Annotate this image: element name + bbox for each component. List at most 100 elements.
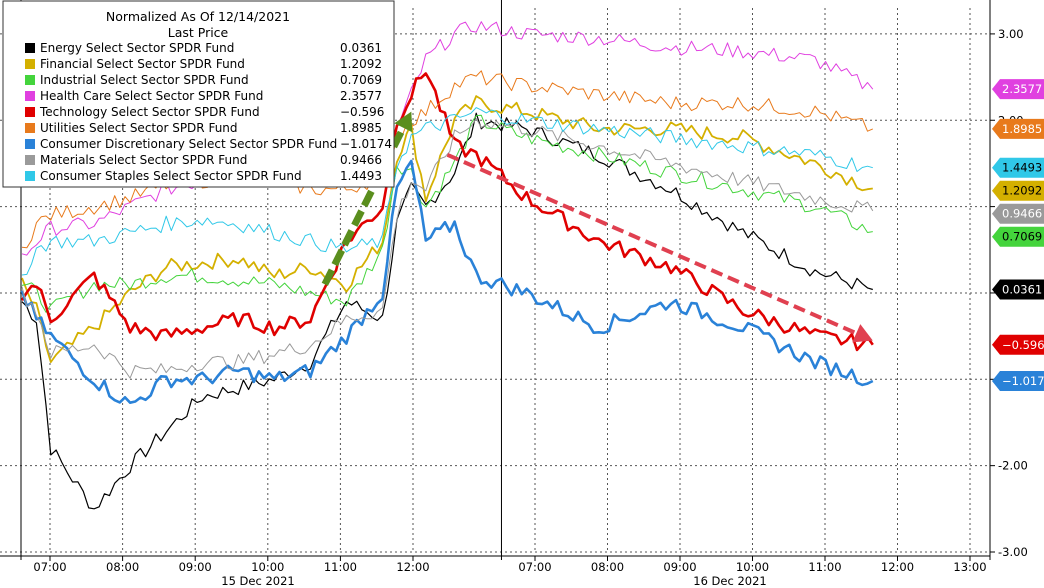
legend-items: Energy Select Sector SPDR Fund 0.0361 Fina… (25, 41, 392, 183)
last-price-tag (992, 118, 1044, 139)
legend-swatch (25, 155, 35, 165)
x-tick-label: 10:00 (736, 560, 769, 574)
legend-swatch (25, 75, 35, 85)
x-tick-label: 07:00 (33, 560, 66, 574)
legend-swatch (25, 43, 35, 53)
series-line-consumer-discretionary-select-sector-spdr-fund (20, 159, 874, 405)
legend-swatch (25, 107, 35, 117)
y-tick-label: -3.00 (998, 545, 1028, 559)
x-tick-label: 08:00 (106, 560, 139, 574)
legend-value: −0.596 (340, 105, 384, 119)
x-tick-label: 09:00 (663, 560, 696, 574)
last-price-tag (992, 226, 1044, 247)
last-price-tag (992, 371, 1044, 392)
legend-label: Health Care Select Sector SPDR Fund (40, 89, 263, 103)
legend-label: Consumer Discretionary Select Sector SPD… (40, 137, 337, 151)
last-price-label-consumer-staples-select-sector-spdr-fund: 1.4493 (992, 157, 1044, 178)
legend-item-utilities-select-sector-spdr-fund: Utilities Select Sector SPDR Fund 1.8985 (25, 121, 382, 135)
x-tick-label: 12:00 (881, 560, 914, 574)
legend-item-technology-select-sector-spdr-fund: Technology Select Sector SPDR Fund −0.596 (25, 105, 384, 119)
series-line-industrial-select-sector-spdr-fund (21, 114, 873, 313)
x-tick-label: 07:00 (518, 560, 551, 574)
series-line-consumer-staples-select-sector-spdr-fund (21, 107, 873, 276)
legend-value: 0.0361 (340, 41, 382, 55)
legend-label: Financial Select Sector SPDR Fund (40, 57, 245, 71)
last-price-tag (992, 279, 1044, 300)
series-lines (20, 21, 874, 510)
last-price-value: 0.7069 (1002, 230, 1042, 244)
legend-swatch (25, 59, 35, 69)
last-price-tag (992, 157, 1044, 178)
trend-arrow-head (394, 111, 413, 133)
series-line-technology-select-sector-spdr-fund (20, 72, 874, 352)
last-price-value: 2.3577 (1002, 82, 1042, 96)
trend-arrow-head (852, 324, 873, 343)
last-price-label-utilities-select-sector-spdr-fund: 1.8985 (992, 118, 1044, 139)
last-price-tag (992, 334, 1044, 355)
x-tick-label: 12:00 (396, 560, 429, 574)
legend-item-consumer-staples-select-sector-spdr-fund: Consumer Staples Select Sector SPDR Fund… (25, 169, 382, 183)
legend-box (2, 0, 395, 188)
chart-title: Normalized As Of 12/14/2021 (106, 9, 290, 24)
legend-label: Materials Select Sector SPDR Fund (40, 153, 247, 167)
legend-item-health-care-select-sector-spdr-fund: Health Care Select Sector SPDR Fund 2.357… (25, 89, 382, 103)
legend-label: Consumer Staples Select Sector SPDR Fund (40, 169, 302, 183)
series-line-materials-select-sector-spdr-fund (21, 118, 874, 379)
last-price-value: −0.596 (1002, 338, 1044, 352)
last-price-label-materials-select-sector-spdr-fund: 0.9466 (992, 203, 1044, 224)
last-price-value: −1.0174 (1002, 374, 1044, 388)
x-tick-label: 10:00 (251, 560, 284, 574)
series-line-financial-select-sector-spdr-fund (21, 95, 873, 364)
x-tick-label: 13:00 (953, 560, 986, 574)
legend-label: Utilities Select Sector SPDR Fund (40, 121, 238, 135)
day-label: 15 Dec 2021 (221, 574, 294, 588)
last-price-value: 1.2092 (1002, 184, 1042, 198)
last-price-labels: 2.3577 1.8985 1.4493 1.2092 0.9466 0.7069 0.03… (992, 79, 1044, 392)
last-price-tag (992, 180, 1044, 201)
legend-item-industrial-select-sector-spdr-fund: Industrial Select Sector SPDR Fund 0.7069 (25, 73, 382, 87)
x-tick-label: 11:00 (324, 560, 357, 574)
y-tick-label: -2.00 (998, 459, 1028, 473)
last-price-label-technology-select-sector-spdr-fund: −0.596 (992, 334, 1044, 355)
legend-swatch (25, 123, 35, 133)
last-price-label-consumer-discretionary-select-sector-spdr-fund: −1.0174 (992, 371, 1044, 392)
legend-label: Industrial Select Sector SPDR Fund (40, 73, 249, 87)
legend-value: 0.9466 (340, 153, 382, 167)
y-tick-label: 3.00 (998, 27, 1024, 41)
x-tick-label: 09:00 (179, 560, 212, 574)
legend-swatch (25, 91, 35, 101)
last-price-label-industrial-select-sector-spdr-fund: 0.7069 (992, 226, 1044, 247)
legend-item-consumer-discretionary-select-sector-spdr-fund: Consumer Discretionary Select Sector SPD… (25, 137, 392, 151)
legend-label: Energy Select Sector SPDR Fund (40, 41, 234, 55)
series-line-energy-select-sector-spdr-fund (21, 112, 873, 510)
legend-value: −1.0174 (340, 137, 392, 151)
last-price-label-health-care-select-sector-spdr-fund: 2.3577 (992, 79, 1044, 100)
legend-value: 2.3577 (340, 89, 382, 103)
last-price-label-energy-select-sector-spdr-fund: 0.0361 (992, 279, 1044, 300)
x-tick-label: 08:00 (591, 560, 624, 574)
legend-value: 1.8985 (340, 121, 382, 135)
legend-item-financial-select-sector-spdr-fund: Financial Select Sector SPDR Fund 1.2092 (25, 57, 382, 71)
legend-header: Last Price (168, 25, 229, 40)
legend-swatch (25, 171, 35, 181)
last-price-tag (992, 79, 1044, 100)
last-price-tag (992, 203, 1044, 224)
day-label: 16 Dec 2021 (693, 574, 766, 588)
last-price-value: 0.0361 (1002, 282, 1042, 296)
legend-value: 0.7069 (340, 73, 382, 87)
legend: Normalized As Of 12/14/2021 Last Price E… (2, 0, 395, 188)
legend-value: 1.4493 (340, 169, 382, 183)
last-price-label-financial-select-sector-spdr-fund: 1.2092 (992, 180, 1044, 201)
legend-item-energy-select-sector-spdr-fund: Energy Select Sector SPDR Fund 0.0361 (25, 41, 382, 55)
legend-item-materials-select-sector-spdr-fund: Materials Select Sector SPDR Fund 0.9466 (25, 153, 382, 167)
legend-value: 1.2092 (340, 57, 382, 71)
x-tick-label: 11:00 (808, 560, 841, 574)
legend-label: Technology Select Sector SPDR Fund (39, 105, 260, 119)
last-price-value: 1.4493 (1002, 161, 1042, 175)
last-price-value: 0.9466 (1002, 207, 1042, 221)
last-price-value: 1.8985 (1002, 122, 1042, 136)
legend-swatch (25, 139, 35, 149)
trend-arrow-line (446, 152, 858, 336)
